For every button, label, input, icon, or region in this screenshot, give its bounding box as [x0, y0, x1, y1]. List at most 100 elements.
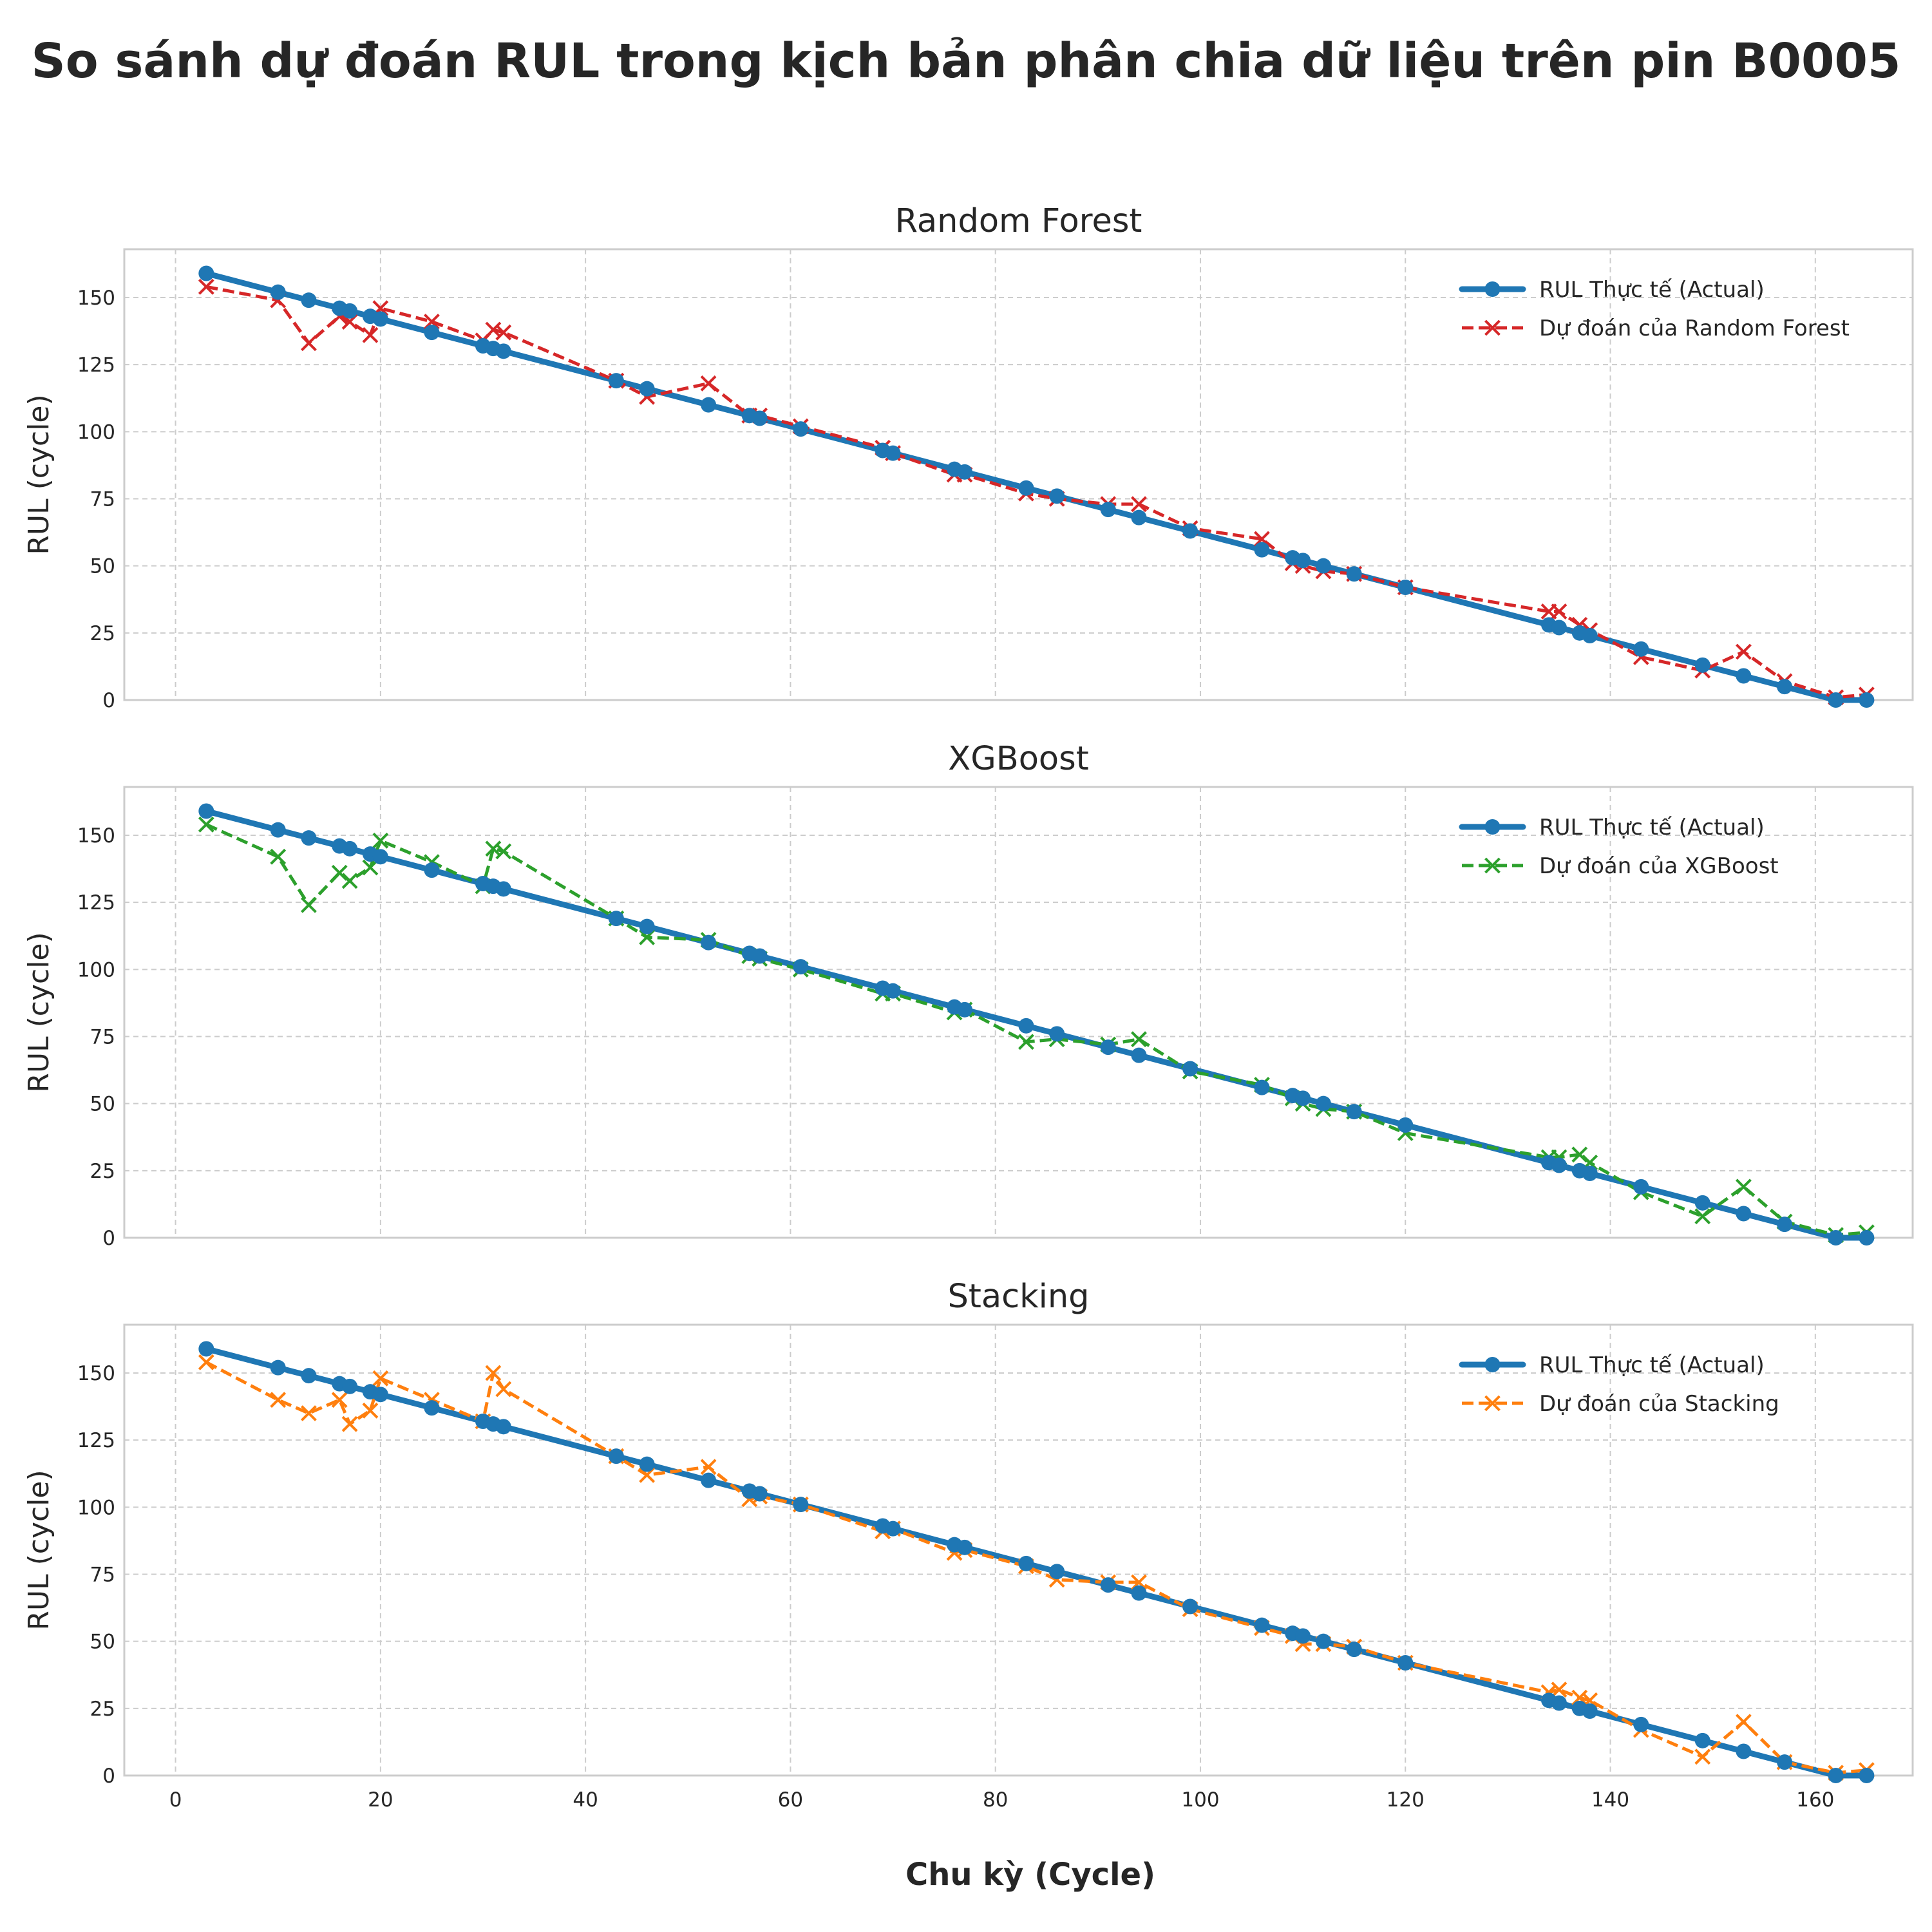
prediction-point — [331, 864, 348, 881]
prediction-point — [1694, 1748, 1711, 1765]
actual-point — [1736, 1743, 1752, 1759]
figure-title: So sánh dự đoán RUL trong kịch bản phân … — [31, 33, 1900, 89]
prediction-point-stroke — [331, 864, 348, 881]
actual-point — [1828, 1768, 1844, 1783]
prediction-point-stroke — [700, 375, 717, 392]
legend-marker-actual — [1484, 819, 1501, 835]
x-tick-label: 120 — [1387, 1788, 1425, 1812]
axes-frame — [123, 248, 1914, 701]
y-tick-label: 100 — [77, 958, 115, 981]
actual-point — [1694, 657, 1710, 673]
actual-point — [1254, 542, 1270, 558]
prediction-point-stroke — [1736, 1179, 1752, 1195]
prediction-line — [205, 823, 1867, 1237]
actual-point — [1694, 1732, 1710, 1748]
actual-point — [1295, 553, 1311, 569]
actual-point — [301, 830, 317, 846]
prediction-point — [1551, 603, 1567, 620]
actual-point — [701, 934, 717, 951]
actual-point — [608, 373, 624, 389]
actual-point — [1182, 1061, 1198, 1077]
actual-point — [1859, 1230, 1875, 1245]
actual-point — [1049, 1026, 1065, 1042]
actual-point — [1131, 509, 1147, 526]
panel-3: 0 25 50 75 100 125 150 0 20 40 60 80 100 120 140 160 Sta… — [23, 1278, 1914, 1812]
prediction-point — [700, 375, 717, 392]
actual-point — [608, 911, 624, 927]
prediction-point — [485, 840, 502, 857]
legend-marker-prediction — [1484, 319, 1501, 336]
actual-point — [198, 265, 214, 281]
y-tick-label: 75 — [90, 1564, 115, 1587]
prediction-point-stroke — [485, 840, 502, 857]
prediction-point — [198, 1354, 214, 1370]
prediction-point-stroke — [1694, 1748, 1711, 1765]
subplot-title: XGBoost — [948, 740, 1088, 778]
actual-point — [198, 803, 214, 819]
actual-point — [1828, 1230, 1844, 1245]
y-tick-label: 125 — [77, 1429, 115, 1452]
prediction-point — [362, 859, 379, 876]
y-tick-label: 100 — [77, 1496, 115, 1519]
prediction-point-stroke — [1131, 1031, 1147, 1048]
prediction-point-stroke — [198, 1354, 214, 1370]
prediction-point — [372, 1370, 389, 1387]
legend: RUL Thực tế (Actual) Dự đoán của XGBoost — [1459, 815, 1779, 879]
y-tick-label: 25 — [90, 1698, 115, 1721]
prediction-point — [1694, 1208, 1711, 1225]
actual-point — [793, 1497, 809, 1513]
x-tick-label: 20 — [368, 1788, 393, 1812]
actual-point — [1736, 668, 1752, 684]
actual-point — [372, 1387, 388, 1403]
actual-point — [1777, 1754, 1793, 1770]
prediction-point-stroke — [1551, 603, 1567, 620]
actual-point — [639, 1456, 655, 1472]
prediction-point — [1736, 1714, 1752, 1730]
prediction-point-stroke — [1018, 1034, 1034, 1050]
prediction-point-stroke — [331, 1392, 348, 1408]
y-tick-label: 50 — [90, 1093, 115, 1116]
actual-point — [1100, 1577, 1116, 1593]
actual-point — [1182, 523, 1198, 539]
actual-point — [372, 849, 388, 865]
legend-marker-prediction — [1484, 857, 1501, 874]
prediction-point — [700, 1459, 717, 1475]
actual-point — [1315, 558, 1331, 574]
actual-point — [301, 1368, 317, 1384]
prediction-point — [198, 816, 214, 833]
prediction-point — [1571, 1146, 1588, 1163]
prediction-point — [1131, 496, 1147, 513]
actual-point — [424, 325, 440, 341]
actual-point — [639, 381, 655, 397]
actual-point — [1859, 1768, 1875, 1783]
actual-point — [701, 1472, 717, 1488]
legend-marker-actual — [1484, 1357, 1501, 1372]
actual-point — [1397, 580, 1414, 595]
prediction-point-stroke — [198, 278, 214, 295]
actual-point — [885, 983, 901, 999]
actual-point — [1633, 1716, 1649, 1732]
prediction-point — [1551, 1681, 1567, 1698]
actual-point — [1633, 1179, 1649, 1195]
actual-point — [270, 284, 286, 300]
legend: RUL Thực tế (Actual) Dự đoán của Random F… — [1459, 277, 1850, 341]
actual-point — [885, 445, 901, 461]
y-tick-label: 25 — [90, 1160, 115, 1183]
y-axis-label: RUL (cycle) — [23, 1470, 55, 1630]
actual-point — [270, 1359, 286, 1376]
prediction-point — [485, 321, 502, 338]
prediction-point-stroke — [362, 327, 379, 343]
legend-marker-prediction — [1484, 1395, 1501, 1412]
actual-point — [1582, 1703, 1598, 1719]
actual-point — [1551, 1157, 1567, 1173]
prediction-point-stroke — [270, 1392, 287, 1408]
actual-point — [639, 918, 655, 934]
actual-point — [495, 881, 511, 897]
actual-point — [1100, 1039, 1116, 1056]
actual-point — [793, 959, 809, 975]
actual-point — [752, 1486, 768, 1502]
actual-point — [1346, 1104, 1362, 1120]
panel-2: 0 25 50 75 100 125 150 XGBoost RUL (cycle) RUL Th… — [23, 740, 1914, 1250]
actual-point — [885, 1520, 901, 1537]
